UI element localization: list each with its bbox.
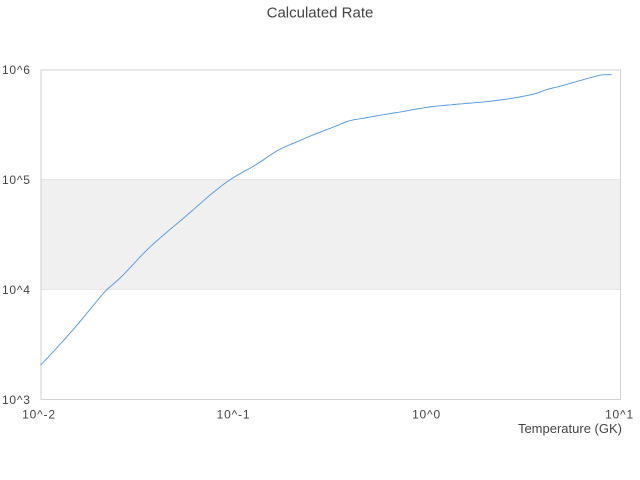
svg-text:10^-1: 10^-1: [217, 408, 251, 422]
svg-text:10^0: 10^0: [412, 408, 441, 422]
svg-text:10^6: 10^6: [2, 63, 31, 77]
svg-text:Temperature (GK): Temperature (GK): [518, 421, 622, 436]
svg-text:10^5: 10^5: [2, 173, 31, 187]
svg-text:Calculated Rate: Calculated Rate: [267, 5, 374, 22]
svg-text:10^1: 10^1: [605, 408, 634, 422]
svg-text:10^3: 10^3: [2, 393, 31, 407]
svg-text:10^4: 10^4: [2, 283, 31, 297]
svg-text:10^-2: 10^-2: [22, 408, 56, 422]
